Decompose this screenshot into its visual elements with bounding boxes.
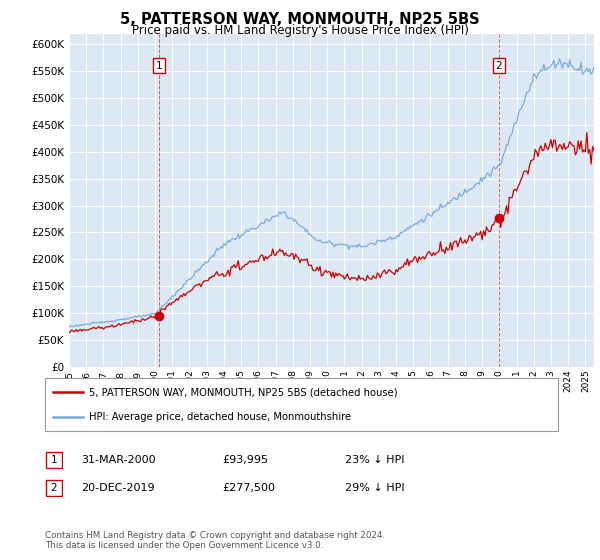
Text: Price paid vs. HM Land Registry's House Price Index (HPI): Price paid vs. HM Land Registry's House … xyxy=(131,24,469,36)
Text: 2: 2 xyxy=(50,483,58,493)
FancyBboxPatch shape xyxy=(45,378,558,431)
Text: £277,500: £277,500 xyxy=(222,483,275,493)
Text: 20-DEC-2019: 20-DEC-2019 xyxy=(81,483,155,493)
FancyBboxPatch shape xyxy=(46,480,62,496)
Text: HPI: Average price, detached house, Monmouthshire: HPI: Average price, detached house, Monm… xyxy=(89,412,351,422)
Text: 1: 1 xyxy=(50,455,58,465)
Text: 2: 2 xyxy=(496,61,502,71)
Text: 5, PATTERSON WAY, MONMOUTH, NP25 5BS: 5, PATTERSON WAY, MONMOUTH, NP25 5BS xyxy=(120,12,480,27)
Text: 5, PATTERSON WAY, MONMOUTH, NP25 5BS (detached house): 5, PATTERSON WAY, MONMOUTH, NP25 5BS (de… xyxy=(89,388,397,398)
FancyBboxPatch shape xyxy=(46,452,62,468)
Text: 31-MAR-2000: 31-MAR-2000 xyxy=(81,455,155,465)
Text: 1: 1 xyxy=(156,61,163,71)
Text: Contains HM Land Registry data © Crown copyright and database right 2024.
This d: Contains HM Land Registry data © Crown c… xyxy=(45,531,385,550)
Text: £93,995: £93,995 xyxy=(222,455,268,465)
Text: 29% ↓ HPI: 29% ↓ HPI xyxy=(345,483,404,493)
Text: 23% ↓ HPI: 23% ↓ HPI xyxy=(345,455,404,465)
